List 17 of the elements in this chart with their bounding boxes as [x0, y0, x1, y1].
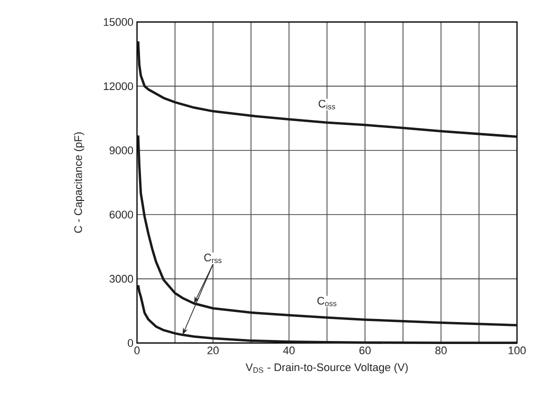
x-tick-label: 40 — [283, 346, 295, 354]
y-tick-label: 15000 — [104, 18, 134, 26]
y-tick-label: 6000 — [110, 210, 134, 218]
y-tick-label: 12000 — [104, 82, 134, 90]
x-axis-title: V$_{DS}$ - Drain-to-Source Voltage (V) — [246, 363, 408, 374]
y-tick-label: 0 — [128, 339, 134, 347]
x-tick-label: 20 — [207, 346, 219, 354]
text: C$_{rss}$ — [204, 254, 222, 264]
series-label: C$_{iss}$ — [318, 100, 336, 110]
x-tick-label: 60 — [359, 346, 371, 354]
x-tick-label: 0 — [134, 346, 140, 354]
x-tick-label: 80 — [435, 346, 447, 354]
series-label: C$_{oss}$ — [317, 296, 336, 306]
y-tick-label: 9000 — [110, 146, 134, 154]
y-tick-label: 3000 — [110, 274, 134, 283]
x-tick-label: 100 — [508, 346, 526, 354]
y-axis-title: C - Capacitance (pF) — [74, 132, 84, 233]
